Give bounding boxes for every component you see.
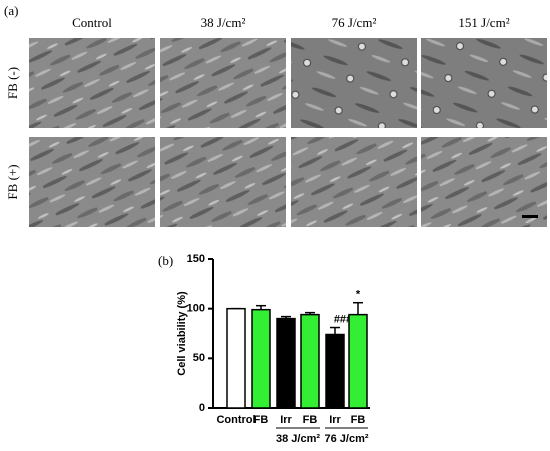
- column-header: Control: [72, 15, 112, 30]
- x-tick-label: Control: [216, 414, 255, 426]
- y-tick-label: 0: [199, 402, 205, 414]
- x-tick-label: FB: [351, 414, 366, 426]
- panel-a: Control 38 J/cm² 76 J/cm² 151 J/cm² FB (-) FB…: [5, 15, 547, 227]
- column-header: 38 J/cm²: [201, 15, 246, 30]
- y-axis-label: Cell viability (%): [176, 291, 188, 376]
- micrograph: [421, 137, 547, 227]
- bar: [325, 333, 345, 409]
- bar: [226, 307, 246, 409]
- group-label: 38 J/cm²: [276, 433, 320, 445]
- y-tick-label: 100: [187, 303, 205, 315]
- x-tick-label: Irr: [329, 414, 341, 426]
- x-tick-label: Irr: [280, 414, 292, 426]
- panel-label: (a): [4, 3, 18, 18]
- micrograph: [29, 38, 155, 128]
- column-header: 76 J/cm²: [332, 15, 377, 30]
- micrograph: [291, 137, 417, 227]
- bar: [300, 313, 320, 409]
- significance-label: ###: [334, 313, 352, 325]
- micrograph: [291, 38, 417, 128]
- row-header: FB (-): [5, 67, 20, 99]
- x-tick-label: FB: [303, 414, 318, 426]
- row-header: FB (+): [5, 164, 20, 199]
- bar: [276, 317, 296, 409]
- scale-bar: [522, 215, 538, 218]
- y-tick-label: 150: [187, 253, 205, 265]
- bar: [348, 313, 368, 409]
- micrograph: [160, 38, 286, 128]
- y-tick-label: 50: [193, 352, 205, 364]
- panel-label: (b): [158, 253, 173, 268]
- significance-label: *: [356, 289, 361, 301]
- column-header: 151 J/cm²: [458, 15, 509, 30]
- x-tick-label: FB: [254, 414, 269, 426]
- micrograph: [29, 137, 155, 227]
- bar: [251, 308, 271, 409]
- group-label: 76 J/cm²: [324, 433, 368, 445]
- micrograph: [160, 137, 286, 227]
- micrograph: [421, 38, 547, 128]
